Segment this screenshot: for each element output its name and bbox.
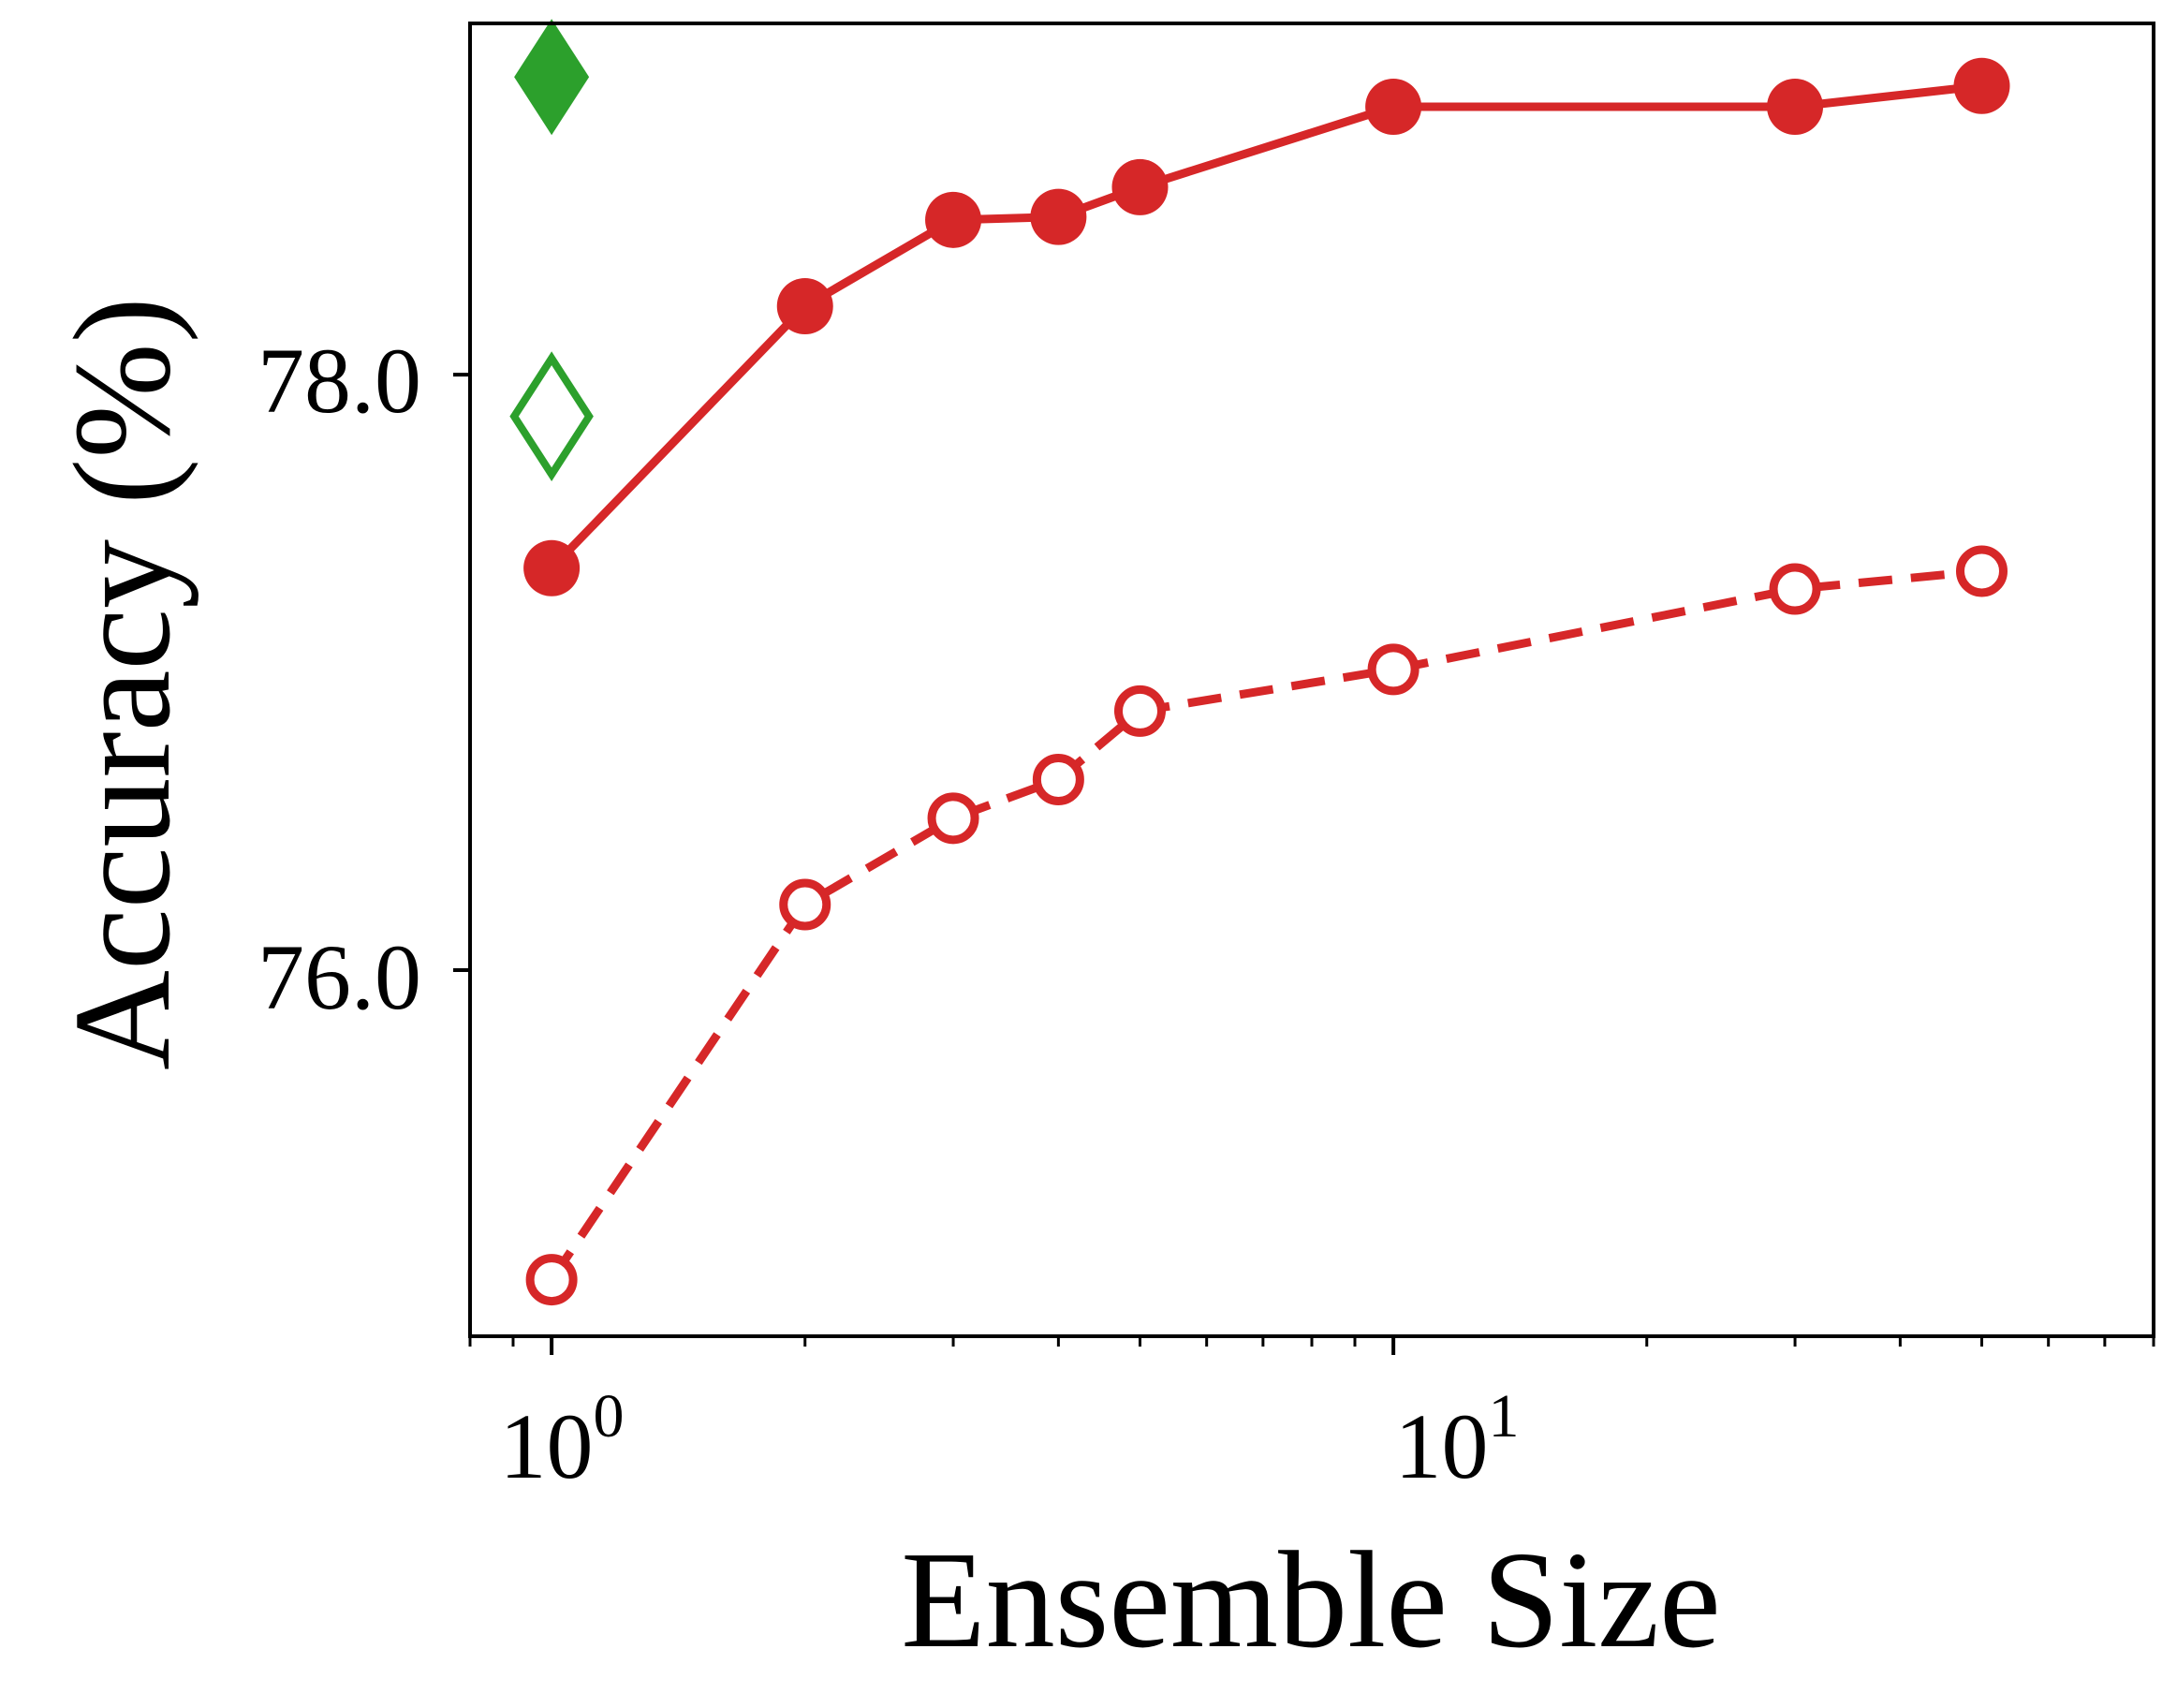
solid-point — [1030, 188, 1087, 245]
dashed-series-line — [548, 567, 1982, 1283]
filled-diamond-marker — [514, 19, 590, 136]
solid-point — [1767, 79, 1824, 136]
solid-series-line — [548, 81, 1982, 571]
solid-point — [1365, 79, 1422, 136]
open-diamond-marker — [509, 351, 594, 482]
y-tick-label: 78.0 — [257, 329, 421, 433]
x-tick-label: 101 — [1395, 1382, 1520, 1498]
series-layer — [523, 57, 2010, 1306]
dashed-point — [1032, 754, 1084, 806]
dashed-point — [779, 878, 831, 931]
solid-point — [1953, 57, 2010, 114]
y-tick-label: 76.0 — [257, 925, 421, 1029]
dashed-point — [525, 1254, 578, 1306]
marker-layer — [509, 19, 594, 482]
dashed-point — [927, 792, 979, 845]
solid-point — [925, 191, 982, 248]
dashed-point — [1769, 563, 1821, 615]
solid-point — [523, 539, 581, 596]
solid-point — [1111, 158, 1169, 215]
solid-point — [776, 278, 833, 335]
x-tick-label: 100 — [500, 1382, 625, 1498]
dashed-point — [1113, 685, 1166, 737]
dashed-point — [1367, 643, 1419, 696]
y-axis-title: Accuracy (%) — [46, 297, 199, 1070]
x-axis-title: Ensemble Size — [901, 1524, 1720, 1677]
tick-layer — [453, 373, 2155, 1355]
dashed-point — [1955, 545, 2008, 597]
